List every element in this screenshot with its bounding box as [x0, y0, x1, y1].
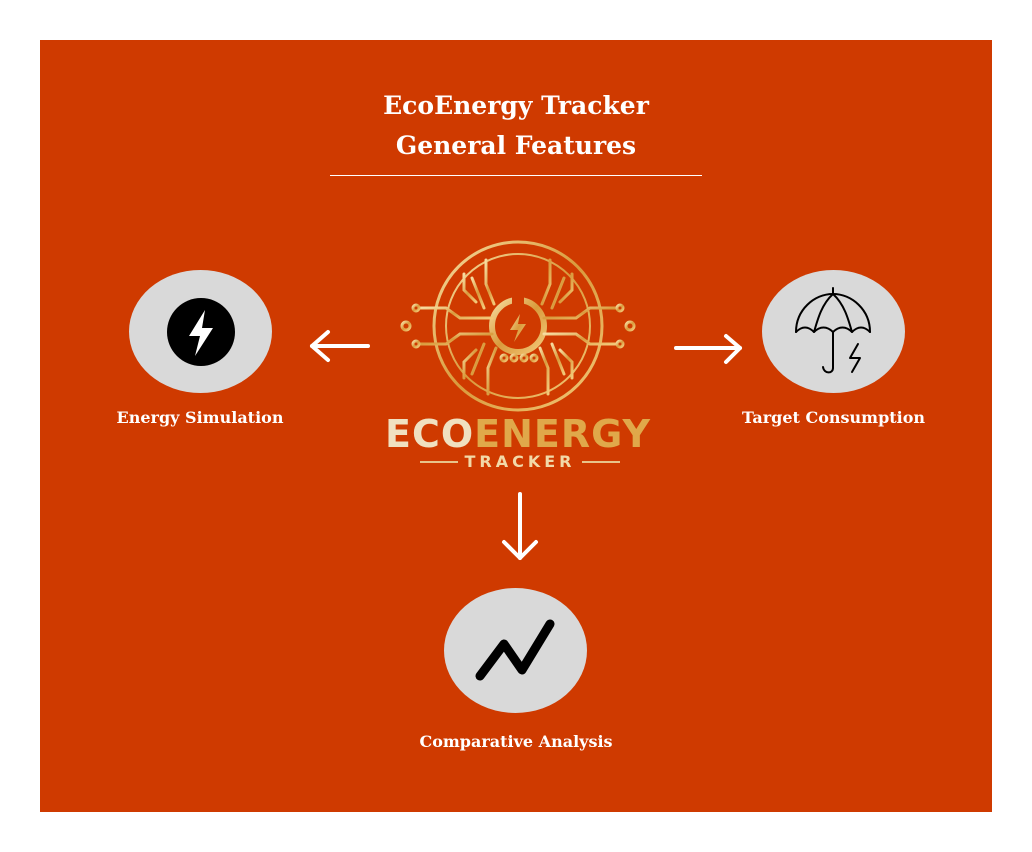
logo-word-energy: ENERGY	[474, 412, 651, 456]
arrow-right	[674, 334, 742, 364]
arrow-down	[502, 492, 538, 560]
zigzag-trend-icon	[475, 619, 555, 681]
logo-word-tracker: TRACKER	[464, 452, 576, 471]
target-consumption-node	[762, 270, 905, 393]
logo-sub-line-right	[582, 461, 620, 463]
target-consumption-label: Target Consumption	[741, 408, 926, 427]
title-divider	[330, 175, 702, 176]
arrow-left	[310, 330, 370, 362]
comparative-analysis-node	[444, 588, 587, 713]
energy-simulation-label: Energy Simulation	[116, 408, 284, 427]
ecoenergy-logo-icon	[400, 240, 636, 412]
comparative-analysis-label: Comparative Analysis	[419, 732, 613, 751]
diagram-panel: EcoEnergy Tracker General Features	[40, 40, 992, 812]
energy-simulation-node	[129, 270, 272, 393]
logo-subtitle: TRACKER	[420, 451, 620, 473]
logo-sub-line-left	[420, 461, 458, 463]
logo-wordmark: ECOENERGY	[380, 412, 656, 456]
diagram-title-line1: EcoEnergy Tracker	[383, 91, 649, 120]
logo-word-eco: ECO	[384, 412, 475, 456]
umbrella-bolt-icon	[795, 287, 871, 374]
lightning-bolt-icon	[167, 298, 235, 366]
diagram-title-line2: General Features	[395, 131, 637, 160]
